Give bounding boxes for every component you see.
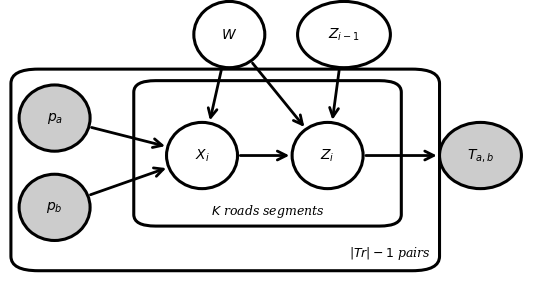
Text: $p_a$: $p_a$ xyxy=(46,111,63,126)
FancyBboxPatch shape xyxy=(11,69,440,271)
Ellipse shape xyxy=(440,122,521,189)
Ellipse shape xyxy=(292,122,363,189)
Text: $Z_i$: $Z_i$ xyxy=(321,147,335,164)
Text: $T_{a,b}$: $T_{a,b}$ xyxy=(467,147,494,164)
FancyBboxPatch shape xyxy=(134,81,401,226)
Text: $p_b$: $p_b$ xyxy=(46,200,63,215)
Ellipse shape xyxy=(19,85,90,151)
Ellipse shape xyxy=(194,1,265,68)
Text: $W$: $W$ xyxy=(221,28,238,41)
Text: $Z_{i-1}$: $Z_{i-1}$ xyxy=(328,26,360,43)
Text: $K$ roads segments: $K$ roads segments xyxy=(211,203,324,220)
Ellipse shape xyxy=(167,122,238,189)
Text: $|Tr| - 1$ pairs: $|Tr| - 1$ pairs xyxy=(349,245,431,262)
Text: $X_i$: $X_i$ xyxy=(194,147,210,164)
Ellipse shape xyxy=(19,174,90,240)
Ellipse shape xyxy=(298,1,390,68)
